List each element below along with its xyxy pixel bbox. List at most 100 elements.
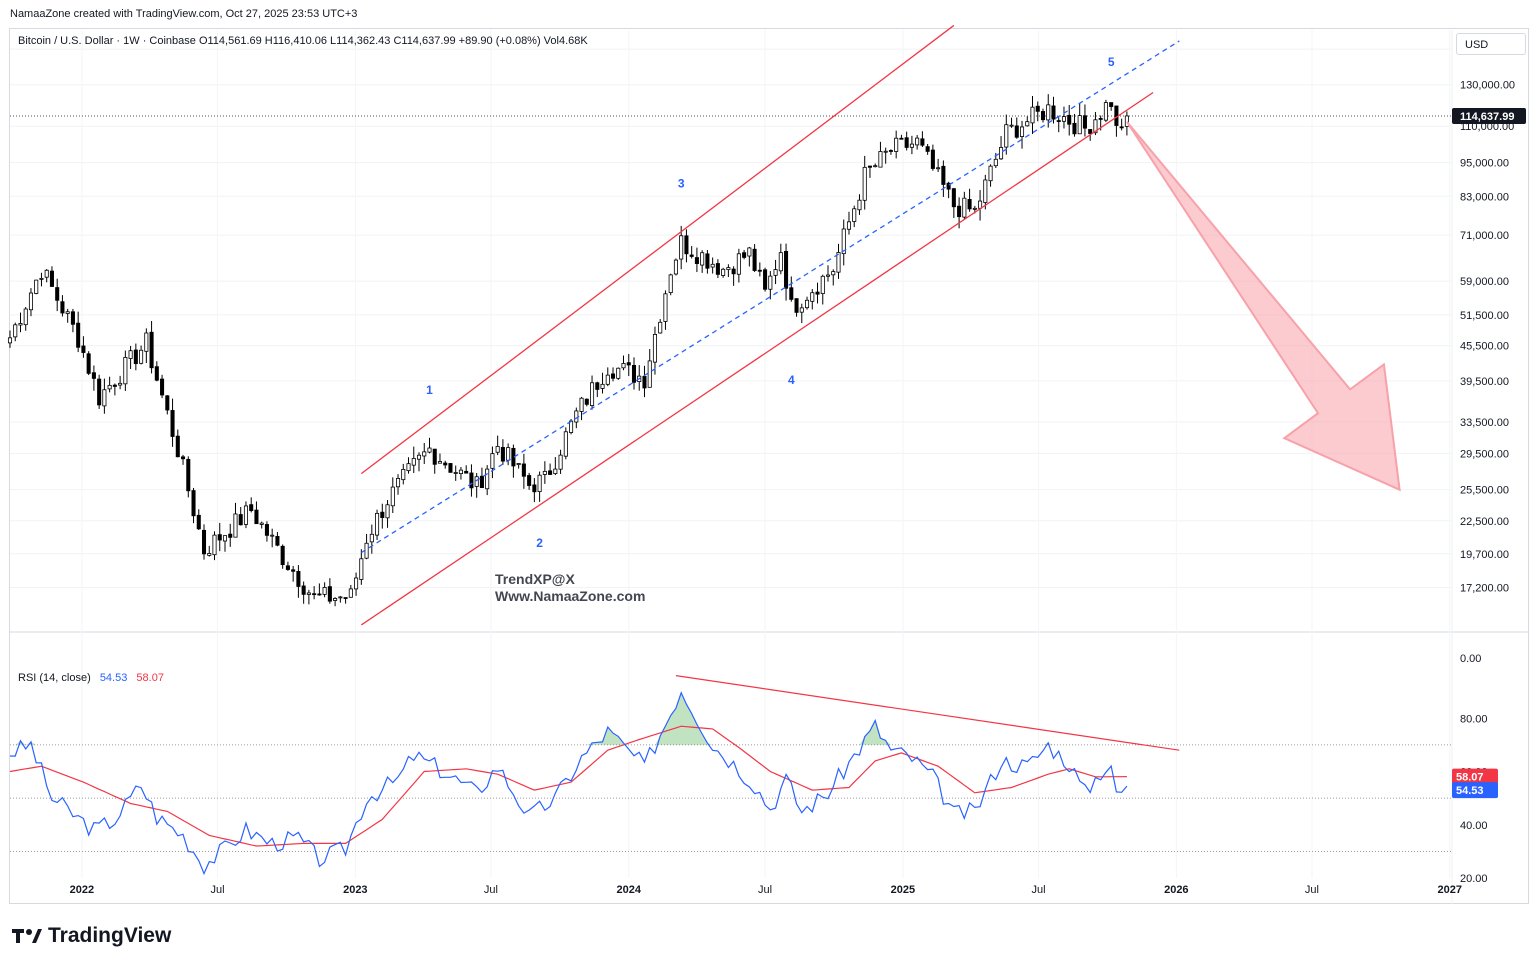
candle-body <box>406 463 411 472</box>
candle-body <box>600 383 605 389</box>
price-tick-label: 22,500.00 <box>1460 516 1509 528</box>
candle-body <box>810 292 815 302</box>
price-tick-label: 83,000.00 <box>1460 191 1509 203</box>
candle-body <box>495 446 500 453</box>
candle-body <box>747 247 752 257</box>
candle-body <box>867 165 872 168</box>
candle-body <box>920 138 925 146</box>
channel-upper-line[interactable] <box>360 24 955 475</box>
symbol-legend[interactable]: Bitcoin / U.S. Dollar · 1W · Coinbase O1… <box>18 35 588 47</box>
candle-body <box>238 514 243 526</box>
candle-body <box>506 447 511 461</box>
rsi-legend[interactable]: RSI (14, close) 54.53 58.07 <box>18 672 164 684</box>
rsi-tick-label: 0.00 <box>1460 653 1481 665</box>
candle-body <box>705 253 710 269</box>
candle-body <box>610 373 616 379</box>
currency-selector[interactable]: USD <box>1456 33 1526 55</box>
candle-body <box>1072 122 1077 135</box>
candle-body <box>972 207 977 210</box>
candle-body <box>1088 129 1093 134</box>
candle-body <box>60 301 65 314</box>
date-tick-label: 2024 <box>617 884 642 896</box>
candle-body <box>1056 120 1061 122</box>
candle-body <box>836 252 841 273</box>
candle-body <box>799 307 804 313</box>
candle-body <box>1004 124 1009 148</box>
candle-body <box>553 468 558 475</box>
tradingview-brand[interactable]: TradingView <box>12 924 171 948</box>
candle-body <box>537 474 542 492</box>
rsi-divergence-line[interactable] <box>675 675 1180 751</box>
candle-body <box>1051 105 1056 120</box>
rsi-tick-label: 20.00 <box>1460 873 1488 885</box>
rsi-line[interactable] <box>9 691 1128 876</box>
candle-body <box>710 263 715 268</box>
candle-body <box>873 165 878 168</box>
candle-body <box>359 558 364 580</box>
rsi-badge-bg <box>1452 782 1498 799</box>
candle-body <box>1035 105 1040 112</box>
candle-body <box>967 198 972 210</box>
wave-label-5: 5 <box>1108 55 1115 69</box>
channel-mid-line[interactable] <box>360 40 1180 554</box>
candle-body <box>951 188 956 208</box>
price-tick-label: 59,000.00 <box>1460 276 1509 288</box>
candle-body <box>1103 102 1108 121</box>
candle-body <box>789 287 794 300</box>
candle-body <box>700 252 705 266</box>
candle-body <box>742 252 747 258</box>
candle-body <box>380 511 385 518</box>
price-pane[interactable] <box>10 30 1452 630</box>
price-tick-label: 33,500.00 <box>1460 417 1509 429</box>
candle-body <box>925 146 930 152</box>
candle-body <box>1030 106 1035 124</box>
candle-body <box>396 478 401 488</box>
candle-body <box>721 268 726 276</box>
projection-arrow[interactable] <box>1126 121 1401 492</box>
candle-body <box>978 200 983 209</box>
candle-body <box>715 263 720 275</box>
date-tick-label: 2027 <box>1438 884 1462 896</box>
candle-body <box>752 248 757 271</box>
candle-body <box>1098 118 1103 120</box>
candle-body <box>888 150 893 152</box>
rsi-overbought-fill <box>10 692 1127 745</box>
candle-body <box>773 269 778 276</box>
candle-body <box>1061 116 1066 122</box>
candle-body <box>264 524 269 536</box>
price-tick-label: 45,500.00 <box>1460 341 1509 353</box>
candle-body <box>626 362 631 366</box>
candle-body <box>65 311 70 314</box>
candle-body <box>605 374 610 385</box>
candle-body <box>186 458 191 492</box>
rsi-ma-value: 58.07 <box>136 672 164 684</box>
rsi-value: 54.53 <box>99 672 128 684</box>
candle-body <box>249 504 254 512</box>
candle-body <box>590 382 595 406</box>
candle-body <box>170 410 175 437</box>
candle-body <box>852 208 857 222</box>
channel-lower-line[interactable] <box>360 91 1154 626</box>
candle-body <box>254 509 259 525</box>
candle-body <box>516 463 521 466</box>
chart-frame <box>9 28 1529 904</box>
price-tick-label: 110,000.00 <box>1460 121 1514 133</box>
candle-body <box>1067 114 1072 125</box>
rsi-ma-badge-bg <box>1452 768 1498 785</box>
date-tick-label: 2023 <box>343 884 367 896</box>
candle-body <box>878 151 883 168</box>
candle-body <box>521 463 526 477</box>
candle-body <box>160 378 165 396</box>
candle-body <box>49 270 54 287</box>
candle-body <box>579 397 584 412</box>
candle-body <box>369 533 374 543</box>
watermark-handle: TrendXP@X <box>495 571 575 587</box>
candle-body <box>228 533 233 538</box>
rsi-ma-line[interactable] <box>9 725 1127 847</box>
candle-body <box>726 267 731 270</box>
rsi-ma-badge: 58.07 <box>1456 772 1484 784</box>
candle-body <box>275 535 280 546</box>
date-tick-label: Jul <box>1031 884 1045 896</box>
candle-body <box>34 279 39 294</box>
